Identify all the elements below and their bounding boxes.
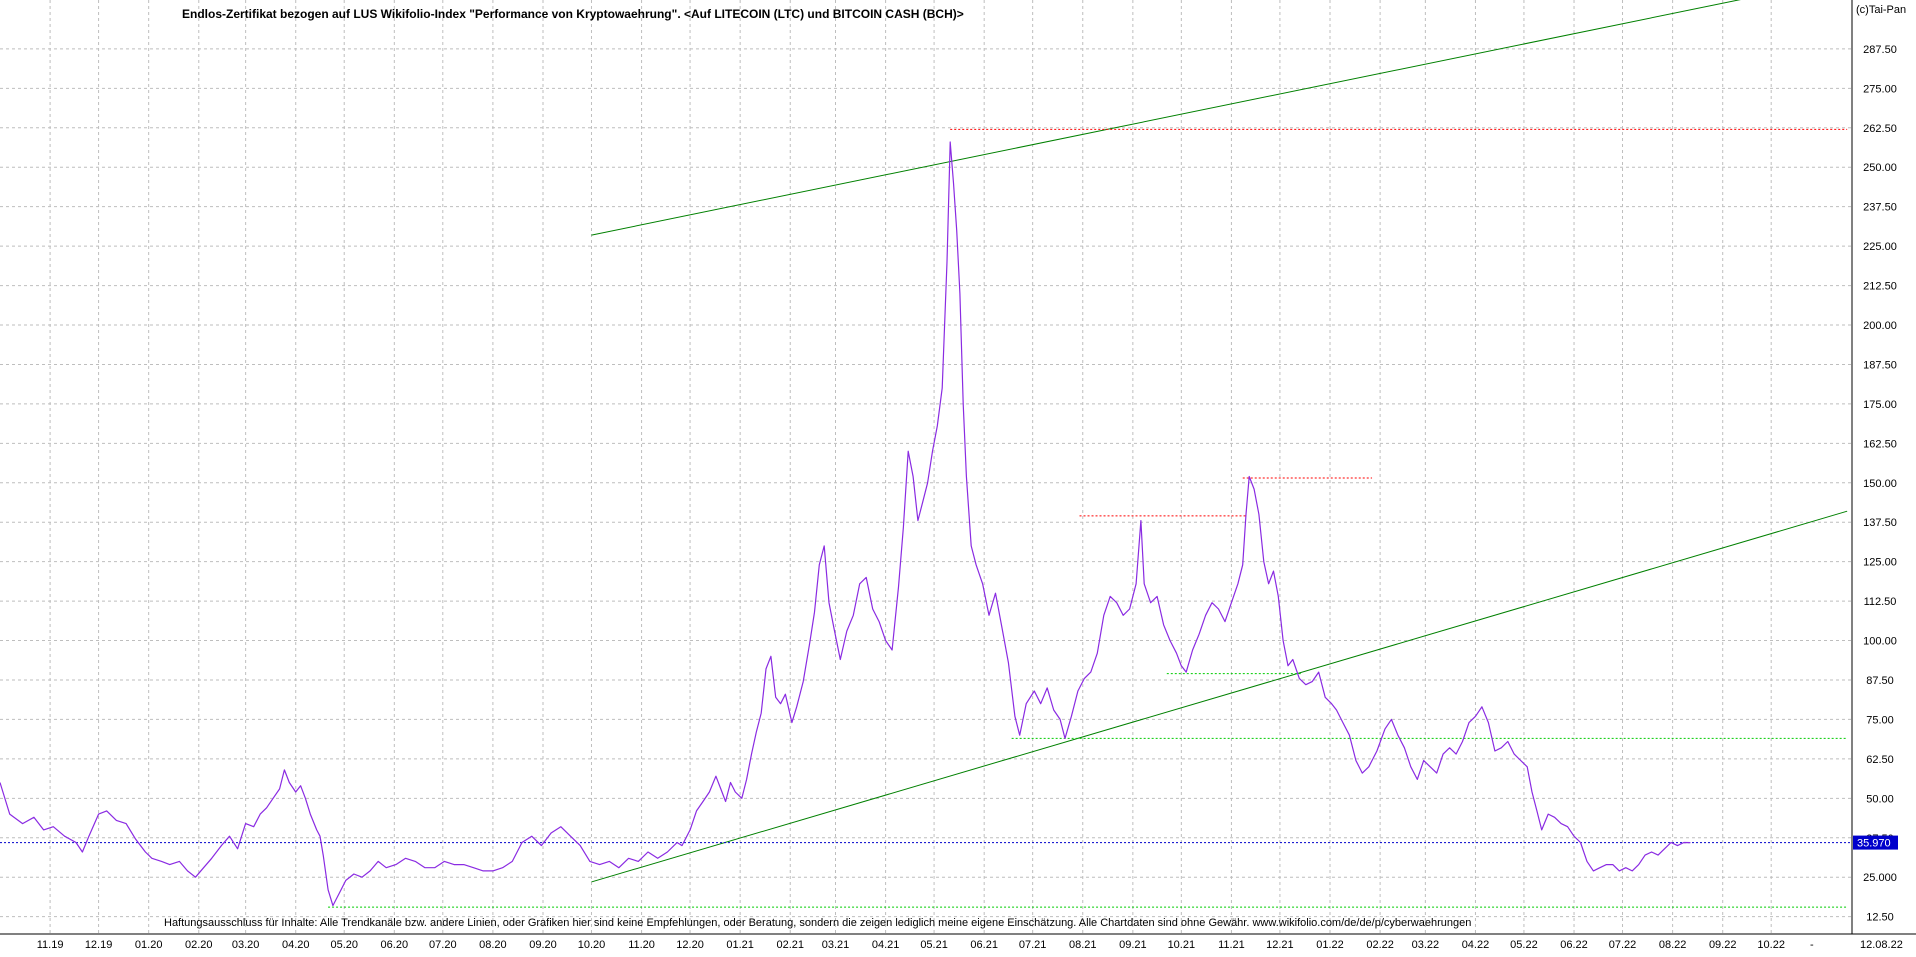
x-tick-label: 11.20 xyxy=(628,939,655,951)
y-tick-label: 125.00 xyxy=(1863,557,1897,569)
x-tick-label: 07.21 xyxy=(1019,939,1047,951)
y-tick-label: 187.50 xyxy=(1863,359,1897,371)
last-value-label: 35.970 xyxy=(1857,838,1891,850)
x-tick-label: 09.22 xyxy=(1709,939,1737,951)
x-tick-label: 03.21 xyxy=(822,939,850,951)
x-tick-label: 12.19 xyxy=(85,939,113,951)
trend-channel-lower xyxy=(591,510,1848,883)
copyright-label: (c)Tai-Pan xyxy=(1856,4,1906,16)
x-tick-label: 02.22 xyxy=(1366,939,1394,951)
y-tick-label: 150.00 xyxy=(1863,478,1897,490)
y-tick-label: 212.50 xyxy=(1863,281,1897,293)
x-tick-label: 07.22 xyxy=(1609,939,1637,951)
x-tick-label: 02.21 xyxy=(776,939,804,951)
last-value-badge: 35.970 xyxy=(1853,835,1898,850)
x-tick-label: 10.22 xyxy=(1757,939,1785,951)
y-tick-label: 100.00 xyxy=(1863,636,1897,648)
x-tick-label: 02.20 xyxy=(185,939,213,951)
y-tick-label: 137.50 xyxy=(1863,517,1897,529)
x-tick-label: 12.20 xyxy=(676,939,704,951)
x-tick-label: 12.21 xyxy=(1266,939,1294,951)
x-tick-label: 05.22 xyxy=(1510,939,1538,951)
x-tick-label: 03.20 xyxy=(232,939,260,951)
y-tick-label: 112.50 xyxy=(1864,596,1897,608)
x-tick-label: 01.22 xyxy=(1316,939,1344,951)
y-tick-label: 250.00 xyxy=(1863,162,1897,174)
y-tick-label: 225.00 xyxy=(1863,241,1897,253)
x-tick-label: 05.20 xyxy=(330,939,358,951)
x-tick-label: 01.21 xyxy=(726,939,754,951)
y-tick-label: 175.00 xyxy=(1863,399,1897,411)
price-series-line xyxy=(0,141,1691,907)
x-tick-label: 06.22 xyxy=(1560,939,1588,951)
x-tick-label: 07.20 xyxy=(429,939,457,951)
x-tick-label: 04.22 xyxy=(1462,939,1490,951)
y-tick-label: 75.00 xyxy=(1866,714,1894,726)
x-tick-label: 04.21 xyxy=(872,939,900,951)
x-tick-label: 10.20 xyxy=(578,939,606,951)
chart-title: Endlos-Zertifikat bezogen auf LUS Wikifo… xyxy=(182,7,964,21)
y-tick-label: 62.50 xyxy=(1866,754,1894,766)
x-tick-label: 05.21 xyxy=(920,939,948,951)
y-tick-label: 200.00 xyxy=(1863,320,1897,332)
x-tick-label: 06.20 xyxy=(381,939,409,951)
x-tick-label: 09.21 xyxy=(1119,939,1147,951)
disclaimer-footer: Haftungsausschluss für Inhalte: Alle Tre… xyxy=(164,917,1471,929)
x-tick-label: 01.20 xyxy=(135,939,163,951)
y-tick-label: 275.00 xyxy=(1863,83,1897,95)
y-tick-label: 50.00 xyxy=(1866,793,1894,805)
x-axis-end-marker: - xyxy=(1810,939,1814,951)
x-tick-label: 11.21 xyxy=(1218,939,1245,951)
x-tick-label: 11.19 xyxy=(37,939,64,951)
x-tick-label: 04.20 xyxy=(282,939,310,951)
y-tick-label: 237.50 xyxy=(1863,202,1897,214)
y-tick-label: 162.50 xyxy=(1863,438,1897,450)
y-tick-label: 262.50 xyxy=(1863,123,1897,135)
y-tick-label: 12.50 xyxy=(1866,912,1894,924)
x-tick-label: 08.22 xyxy=(1659,939,1687,951)
x-tick-label: 08.21 xyxy=(1069,939,1097,951)
y-tick-label: 287.50 xyxy=(1863,44,1897,56)
trend-channel-upper xyxy=(591,0,1741,236)
x-tick-label: 10.21 xyxy=(1168,939,1196,951)
x-tick-label: 03.22 xyxy=(1412,939,1440,951)
y-tick-label: 87.50 xyxy=(1866,675,1894,687)
x-tick-label: 06.21 xyxy=(970,939,998,951)
x-tick-label: 09.20 xyxy=(529,939,557,951)
x-tick-label: 08.20 xyxy=(479,939,507,951)
y-tick-label: 25.000 xyxy=(1863,872,1897,884)
x-axis-last-date: 12.08.22 xyxy=(1860,939,1903,951)
